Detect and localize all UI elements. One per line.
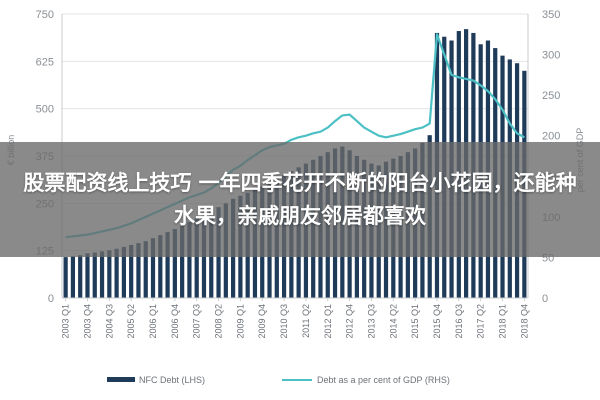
bar [180, 226, 185, 298]
x-tick-label: 2016 Q3 [454, 304, 464, 339]
x-tick-label: 2006 Q4 [170, 304, 180, 339]
bar [129, 244, 134, 298]
right-tick-label: 250 [542, 90, 560, 102]
x-tick-label: 2018 Q4 [519, 304, 529, 339]
x-tick-label: 2014 Q2 [388, 304, 398, 339]
x-tick-label: 2008 Q2 [214, 304, 224, 339]
x-tick-label: 2003 Q1 [61, 304, 71, 339]
legend: NFC Debt (LHS) Debt as a per cent of GDP… [107, 375, 450, 385]
x-tick-label: 2012 Q1 [323, 304, 333, 339]
x-tick-label: 2011 Q2 [301, 304, 311, 338]
legend-bar-swatch [107, 377, 135, 382]
left-tick-label: 625 [36, 56, 54, 68]
bar [187, 222, 192, 298]
x-tick-label: 2013 Q3 [366, 304, 376, 339]
right-tick-label: 200 [542, 131, 560, 143]
bar [99, 251, 105, 298]
legend-label-debt-gdp: Debt as a per cent of GDP (RHS) [317, 375, 450, 385]
bar [194, 218, 199, 298]
left-tick-label: 750 [36, 9, 54, 21]
bar [136, 243, 141, 298]
bar [143, 241, 148, 298]
bar [150, 238, 156, 298]
x-tick-label: 2006 Q1 [148, 304, 158, 339]
bar [70, 256, 76, 298]
bar [172, 229, 177, 298]
left-tick-label: 0 [48, 293, 54, 305]
x-tick-label: 2005 Q2 [126, 304, 136, 339]
left-tick-label: 500 [36, 104, 54, 116]
bar [78, 255, 83, 298]
x-tick-label: 2004 Q3 [104, 304, 114, 339]
right-tick-label: 300 [542, 50, 560, 62]
right-tick-label: 350 [542, 9, 560, 21]
bar [114, 248, 119, 298]
x-tick-label: 2003 Q4 [82, 304, 92, 339]
x-tick-label: 2015 Q4 [432, 304, 442, 339]
x-tick-label: 2015 Q1 [410, 304, 420, 339]
x-tick-label: 2009 Q4 [257, 304, 267, 339]
x-tick-label: 2017 Q2 [476, 304, 486, 339]
bar [121, 246, 126, 298]
x-tick-label: 2010 Q3 [279, 304, 289, 339]
bar [165, 232, 170, 298]
x-tick-label: 2009 Q1 [235, 304, 245, 339]
x-axis-ticks: 2003 Q1 2003 Q4 2004 Q3 2005 Q2 2006 Q1 2006 … [61, 298, 529, 339]
x-tick-label: 2007 Q3 [192, 304, 202, 339]
bar [63, 257, 68, 298]
bar [107, 250, 112, 298]
title-overlay: 股票配资线上技巧 一年四季花开不断的阳台小花园，还能种水果，亲戚朋友邻居都喜欢 [0, 142, 600, 257]
overlay-title: 股票配资线上技巧 一年四季花开不断的阳台小花园，还能种水果，亲戚朋友邻居都喜欢 [23, 170, 577, 228]
x-tick-label: 2012 Q4 [345, 304, 355, 339]
bar [158, 235, 163, 298]
legend-label-nfc-debt: NFC Debt (LHS) [139, 375, 205, 385]
x-tick-label: 2018 Q1 [498, 304, 508, 339]
bar [85, 253, 90, 298]
bar [92, 252, 97, 298]
right-tick-label: 0 [542, 293, 548, 305]
